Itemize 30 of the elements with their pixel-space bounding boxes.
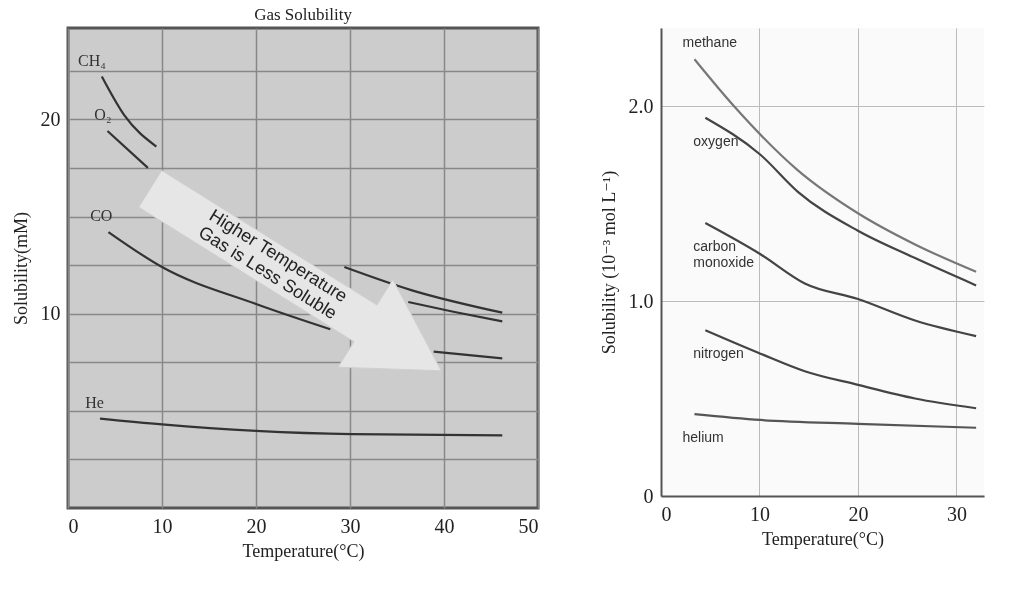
series-label: He [85, 393, 104, 411]
x-tick-label: 20 [246, 514, 267, 537]
x-tick-label: 10 [749, 502, 770, 525]
x-axis-title: Temperature(°C) [762, 528, 884, 550]
series-label: nitrogen [693, 345, 744, 362]
y-axis-title: Solubility(mM) [10, 211, 32, 326]
series-label: CO [90, 207, 113, 225]
x-axis-title: Temperature(°C) [242, 540, 365, 562]
x-tick-label: 30 [340, 514, 361, 537]
y-tick-label: 1.0 [628, 289, 654, 312]
y-axis-title: Solubility (10⁻³ mol L⁻¹) [598, 170, 620, 355]
chart-title: Gas Solubility [254, 5, 353, 24]
line-series [98, 417, 504, 437]
line-series [693, 413, 978, 429]
x-tick-label: 50 [518, 514, 539, 537]
x-tick-label: 0 [661, 502, 672, 525]
y-tick-label: 2.0 [628, 94, 654, 117]
x-tick-label: 40 [434, 514, 455, 537]
series-label: methane [682, 34, 738, 51]
line-series [693, 58, 978, 273]
y-tick-label: 0 [643, 484, 654, 507]
x-tick-label: 30 [946, 502, 967, 525]
series-label: oxygen [693, 132, 739, 149]
series-label: helium [682, 429, 724, 446]
x-tick-label: 20 [848, 502, 869, 525]
series-label: CH₄ [78, 51, 107, 69]
x-tick-label: 10 [152, 514, 173, 537]
series-label: O₂ [94, 106, 112, 123]
x-tick-label: 0 [68, 514, 79, 537]
series-label: carbon monoxide [693, 238, 755, 270]
